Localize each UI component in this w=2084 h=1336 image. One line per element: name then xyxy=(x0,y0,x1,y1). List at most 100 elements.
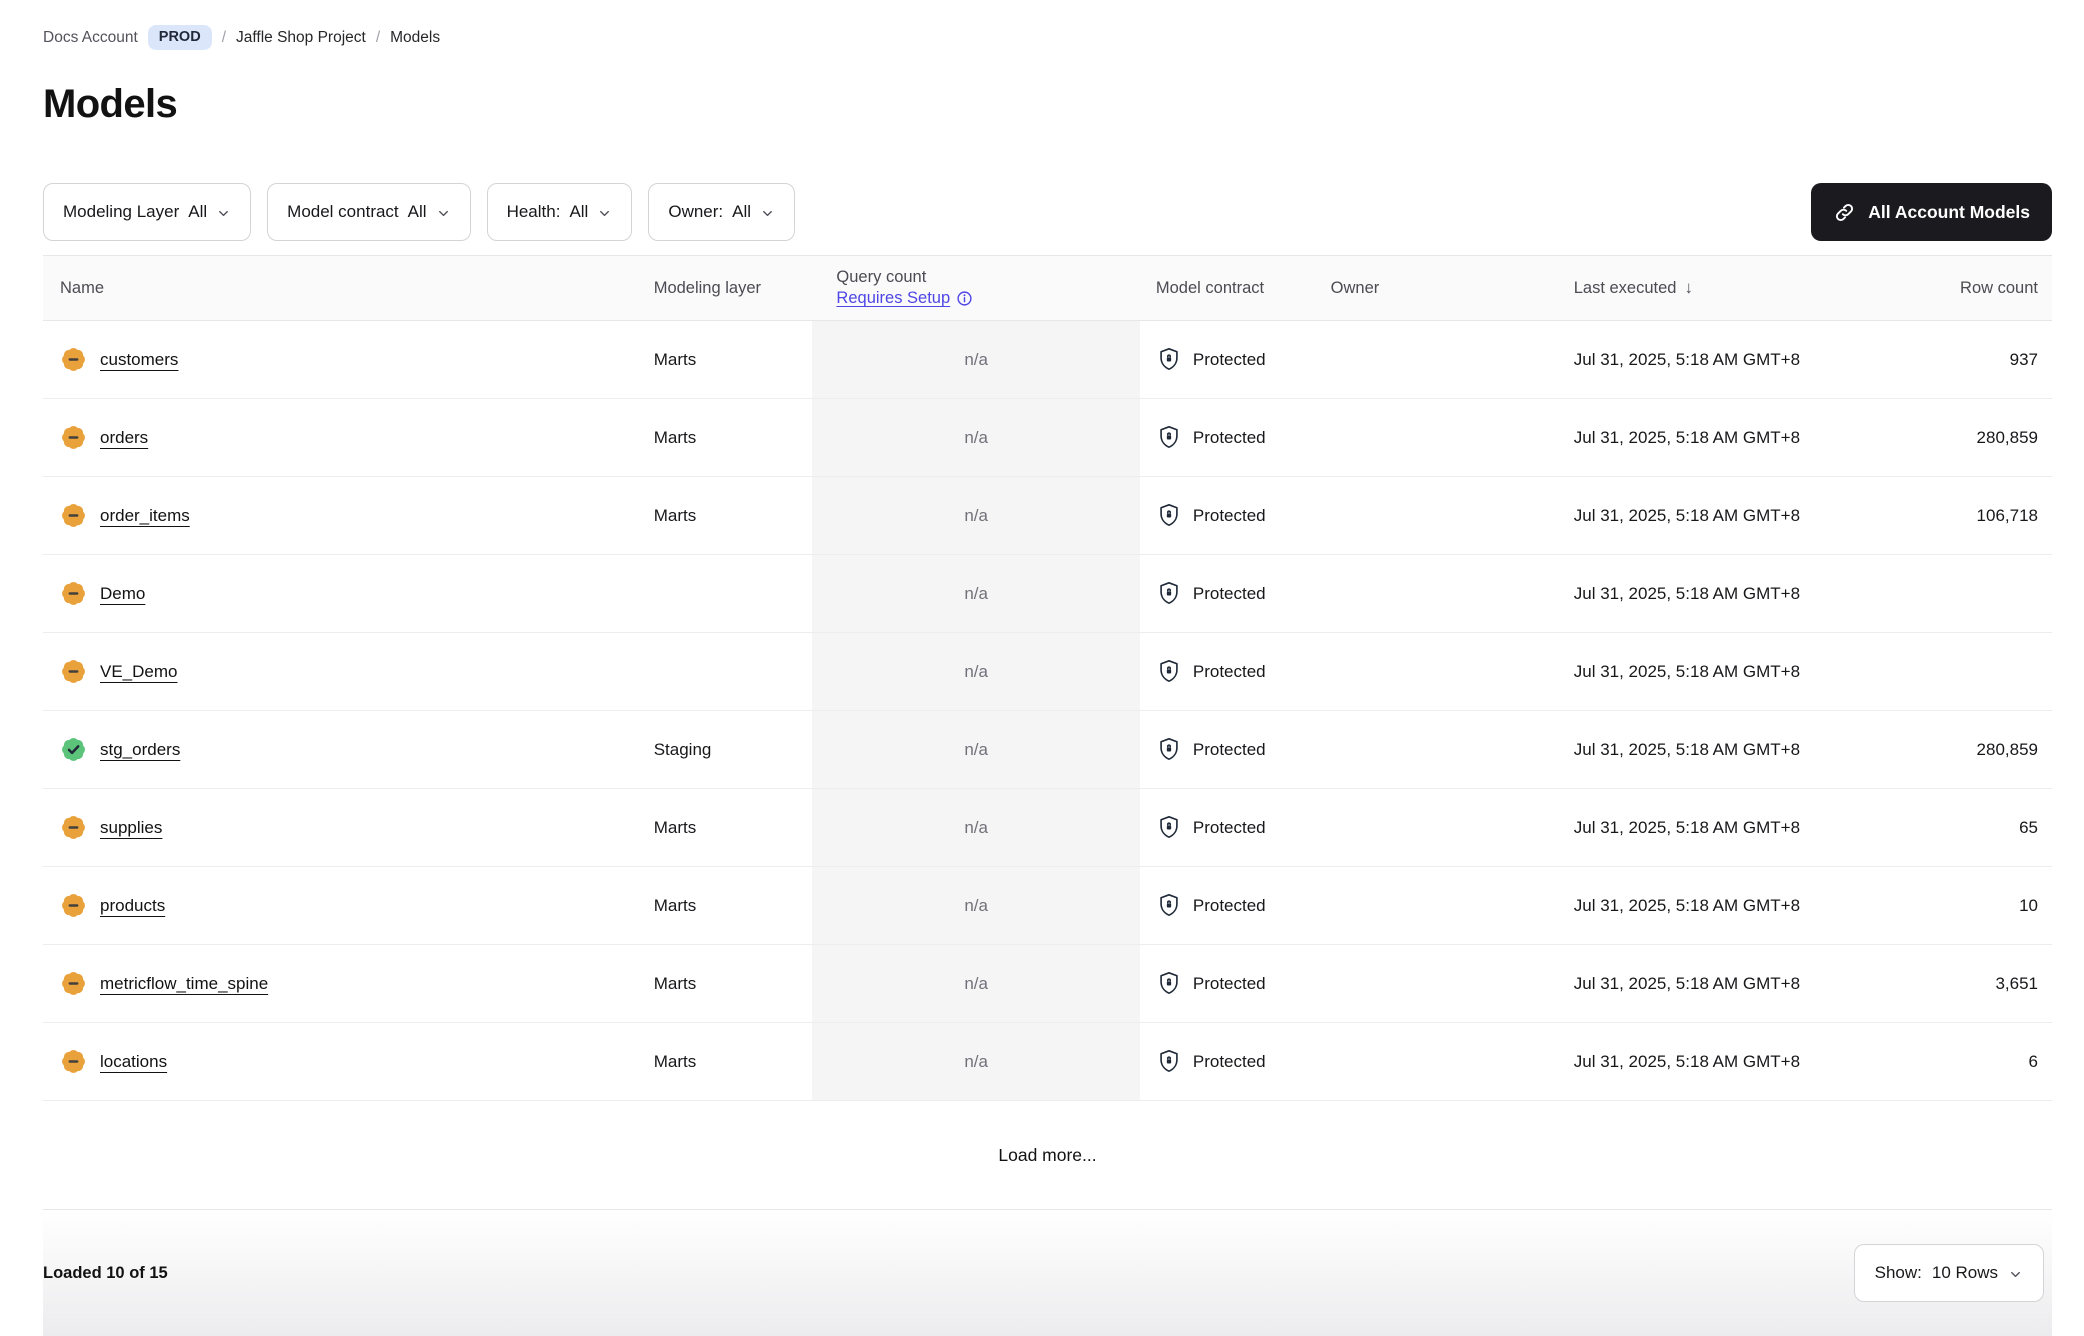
requires-setup-label: Requires Setup xyxy=(836,289,951,308)
page-title: Models xyxy=(43,82,178,127)
row-count-cell: 3,651 xyxy=(1995,973,2038,993)
link-icon xyxy=(1833,201,1856,224)
requires-setup-link[interactable]: Requires Setup xyxy=(836,289,973,308)
model-name-link[interactable]: metricflow_time_spine xyxy=(100,973,269,993)
modeling-layer-cell: Staging xyxy=(653,739,712,759)
rows-per-page-select[interactable]: Show: 10 Rows xyxy=(1853,1244,2044,1303)
row-count-cell: 65 xyxy=(2019,817,2038,837)
shield-lock-icon xyxy=(1156,657,1182,685)
modeling-layer-cell: Marts xyxy=(653,349,697,369)
model-name-link[interactable]: Demo xyxy=(100,583,146,603)
last-executed-label: Last executed xyxy=(1573,278,1677,297)
last-executed-cell: Jul 31, 2025, 5:18 AM GMT+8 xyxy=(1573,349,1801,369)
model-name-link[interactable]: locations xyxy=(100,1051,168,1071)
model-contract-cell: Protected xyxy=(1140,399,1321,476)
modeling-layer-cell: Marts xyxy=(653,895,697,915)
all-account-models-button[interactable]: All Account Models xyxy=(1811,183,2052,242)
model-name-link[interactable]: stg_orders xyxy=(100,739,181,759)
filter-modeling-layer[interactable]: Modeling Layer All xyxy=(43,183,252,242)
modeling-layer-cell: Marts xyxy=(653,1051,697,1071)
status-success-icon xyxy=(60,736,87,763)
model-contract-cell: Protected xyxy=(1140,633,1321,710)
header-row-count: Row count xyxy=(1960,278,2038,297)
model-contract-cell: Protected xyxy=(1140,321,1321,398)
model-contract-label: Protected xyxy=(1192,895,1266,915)
load-more-row: Load more... xyxy=(43,1101,2052,1211)
model-contract-cell: Protected xyxy=(1140,477,1321,554)
model-name-cell: stg_orders xyxy=(43,711,650,788)
table-row: VE_Demo n/a Protected Jul 31, 2025, 5:18… xyxy=(43,633,2052,712)
query-count-cell: n/a xyxy=(812,399,1140,477)
filter-value: All xyxy=(569,202,589,222)
table-row: locations Marts n/a Protected Jul 31, 20… xyxy=(43,1023,2052,1102)
last-executed-cell: Jul 31, 2025, 5:18 AM GMT+8 xyxy=(1573,661,1801,681)
table-row: products Marts n/a Protected Jul 31, 202… xyxy=(43,867,2052,946)
page-footer: Loaded 10 of 15 Show: 10 Rows xyxy=(43,1210,2052,1336)
owner-cell xyxy=(1321,477,1560,554)
model-name-link[interactable]: customers xyxy=(100,349,179,369)
table-row: metricflow_time_spine Marts n/a Protecte… xyxy=(43,945,2052,1024)
model-contract-label: Protected xyxy=(1192,1051,1266,1071)
model-name-link[interactable]: order_items xyxy=(100,505,190,525)
header-query-count-label: Query count xyxy=(836,268,927,287)
query-count-cell: n/a xyxy=(812,867,1140,945)
header-query-count: Query count Requires Setup xyxy=(812,268,1139,308)
chevron-down-icon xyxy=(597,206,612,221)
model-contract-cell: Protected xyxy=(1140,1023,1321,1100)
status-warning-icon xyxy=(60,502,87,529)
filter-label: Modeling Layer xyxy=(63,202,180,222)
modeling-layer-cell: Marts xyxy=(653,973,697,993)
status-warning-icon xyxy=(60,346,87,373)
model-contract-cell: Protected xyxy=(1140,789,1321,866)
row-count-cell xyxy=(1849,633,2052,710)
status-warning-icon xyxy=(60,658,87,685)
models-table: Name Modeling layer Query count Requires… xyxy=(43,255,2052,1211)
chevron-down-icon xyxy=(216,206,231,221)
model-name-link[interactable]: orders xyxy=(100,427,149,447)
modeling-layer-cell: Marts xyxy=(653,427,697,447)
shield-lock-icon xyxy=(1156,891,1182,919)
filter-value: All xyxy=(732,202,752,222)
environment-badge: PROD xyxy=(147,25,212,51)
row-count-cell: 106,718 xyxy=(1976,505,2038,525)
header-owner: Owner xyxy=(1330,278,1380,297)
filter-health[interactable]: Health: All xyxy=(486,183,633,242)
query-count-cell: n/a xyxy=(812,1023,1140,1101)
model-name-cell: locations xyxy=(43,1023,650,1100)
model-name-link[interactable]: supplies xyxy=(100,817,163,837)
filter-label: Health: xyxy=(506,202,561,222)
filter-owner[interactable]: Owner: All xyxy=(648,183,796,242)
status-warning-icon xyxy=(60,970,87,997)
chevron-down-icon xyxy=(760,206,775,221)
breadcrumb-project[interactable]: Jaffle Shop Project xyxy=(236,28,366,46)
breadcrumb-account[interactable]: Docs Account xyxy=(43,28,138,46)
owner-cell xyxy=(1321,711,1560,788)
last-executed-sort[interactable]: Last executed ↓ xyxy=(1574,278,1693,298)
shield-lock-icon xyxy=(1156,423,1182,451)
model-contract-label: Protected xyxy=(1192,973,1266,993)
filter-label: Model contract xyxy=(287,202,399,222)
load-more-button[interactable]: Load more... xyxy=(998,1144,1097,1165)
modeling-layer-cell xyxy=(650,555,813,632)
chevron-down-icon xyxy=(2008,1267,2023,1282)
shield-lock-icon xyxy=(1156,501,1182,529)
status-warning-icon xyxy=(60,1048,87,1075)
model-name-cell: supplies xyxy=(43,789,650,866)
model-name-cell: orders xyxy=(43,399,650,476)
shield-lock-icon xyxy=(1156,579,1182,607)
breadcrumb-separator: / xyxy=(221,28,226,46)
filter-model-contract[interactable]: Model contract All xyxy=(267,183,471,242)
breadcrumb-current: Models xyxy=(390,28,441,46)
model-contract-label: Protected xyxy=(1192,427,1266,447)
model-contract-cell: Protected xyxy=(1140,867,1321,944)
last-executed-cell: Jul 31, 2025, 5:18 AM GMT+8 xyxy=(1573,817,1801,837)
query-count-cell: n/a xyxy=(812,633,1140,711)
last-executed-cell: Jul 31, 2025, 5:18 AM GMT+8 xyxy=(1573,1051,1801,1071)
model-name-link[interactable]: products xyxy=(100,895,166,915)
query-count-cell: n/a xyxy=(812,945,1140,1023)
all-account-models-label: All Account Models xyxy=(1868,201,2030,222)
owner-cell xyxy=(1321,945,1560,1022)
model-name-link[interactable]: VE_Demo xyxy=(100,661,178,681)
shield-lock-icon xyxy=(1156,1047,1182,1075)
owner-cell xyxy=(1321,633,1560,710)
